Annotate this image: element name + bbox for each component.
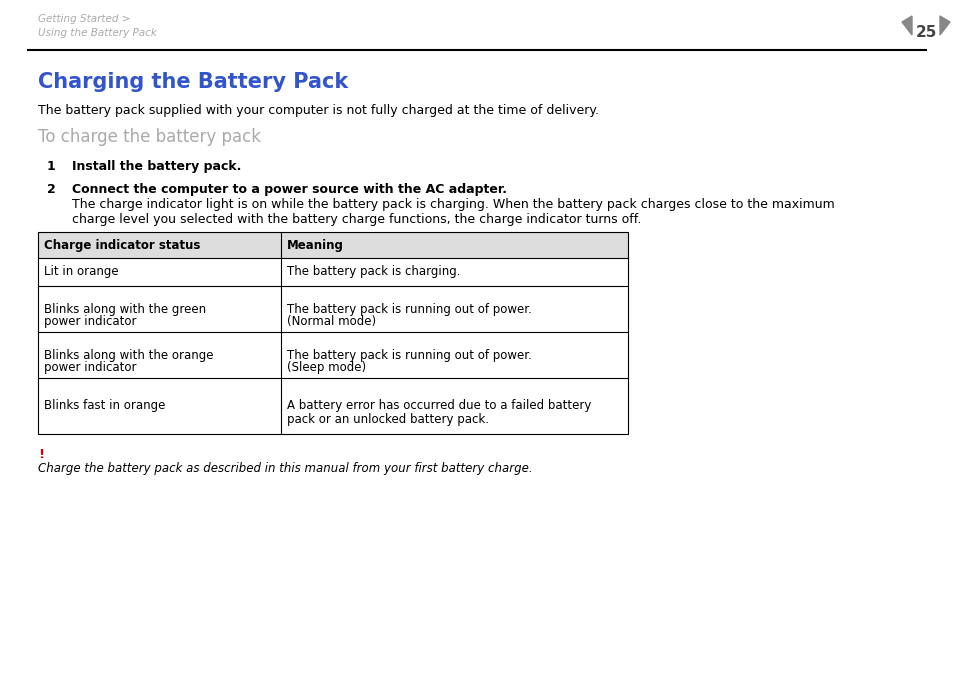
Text: Lit in orange: Lit in orange — [44, 266, 118, 278]
Text: Install the battery pack.: Install the battery pack. — [71, 160, 241, 173]
Text: Getting Started >: Getting Started > — [38, 14, 131, 24]
Text: Charging the Battery Pack: Charging the Battery Pack — [38, 72, 348, 92]
Bar — [38, 232, 627, 258]
Text: pack or an unlocked battery pack.: pack or an unlocked battery pack. — [287, 412, 489, 425]
Text: Charge the battery pack as described in this manual from your first battery char: Charge the battery pack as described in … — [38, 462, 532, 475]
Text: The battery pack is running out of power.: The battery pack is running out of power… — [287, 348, 532, 361]
Text: power indicator: power indicator — [44, 361, 136, 375]
Text: A battery error has occurred due to a failed battery: A battery error has occurred due to a fa… — [287, 400, 591, 412]
Text: To charge the battery pack: To charge the battery pack — [38, 128, 261, 146]
Text: Charge indicator status: Charge indicator status — [44, 239, 200, 251]
Text: charge level you selected with the battery charge functions, the charge indicato: charge level you selected with the batte… — [71, 213, 640, 226]
Text: Blinks along with the green: Blinks along with the green — [44, 303, 206, 315]
Polygon shape — [901, 16, 911, 35]
Text: !: ! — [38, 448, 44, 461]
Text: Meaning: Meaning — [287, 239, 343, 251]
Text: (Sleep mode): (Sleep mode) — [287, 361, 366, 375]
Text: 2: 2 — [47, 183, 55, 196]
Text: Blinks fast in orange: Blinks fast in orange — [44, 400, 165, 412]
Text: 25: 25 — [914, 25, 936, 40]
Text: The battery pack is charging.: The battery pack is charging. — [287, 266, 460, 278]
Text: (Normal mode): (Normal mode) — [287, 315, 375, 328]
Text: Using the Battery Pack: Using the Battery Pack — [38, 28, 156, 38]
Polygon shape — [939, 16, 949, 35]
Text: power indicator: power indicator — [44, 315, 136, 328]
Text: Connect the computer to a power source with the AC adapter.: Connect the computer to a power source w… — [71, 183, 506, 196]
Text: The battery pack supplied with your computer is not fully charged at the time of: The battery pack supplied with your comp… — [38, 104, 598, 117]
Text: The battery pack is running out of power.: The battery pack is running out of power… — [287, 303, 532, 315]
Text: Blinks along with the orange: Blinks along with the orange — [44, 348, 213, 361]
Text: 1: 1 — [47, 160, 55, 173]
Bar — [38, 232, 627, 434]
Text: The charge indicator light is on while the battery pack is charging. When the ba: The charge indicator light is on while t… — [71, 198, 834, 211]
